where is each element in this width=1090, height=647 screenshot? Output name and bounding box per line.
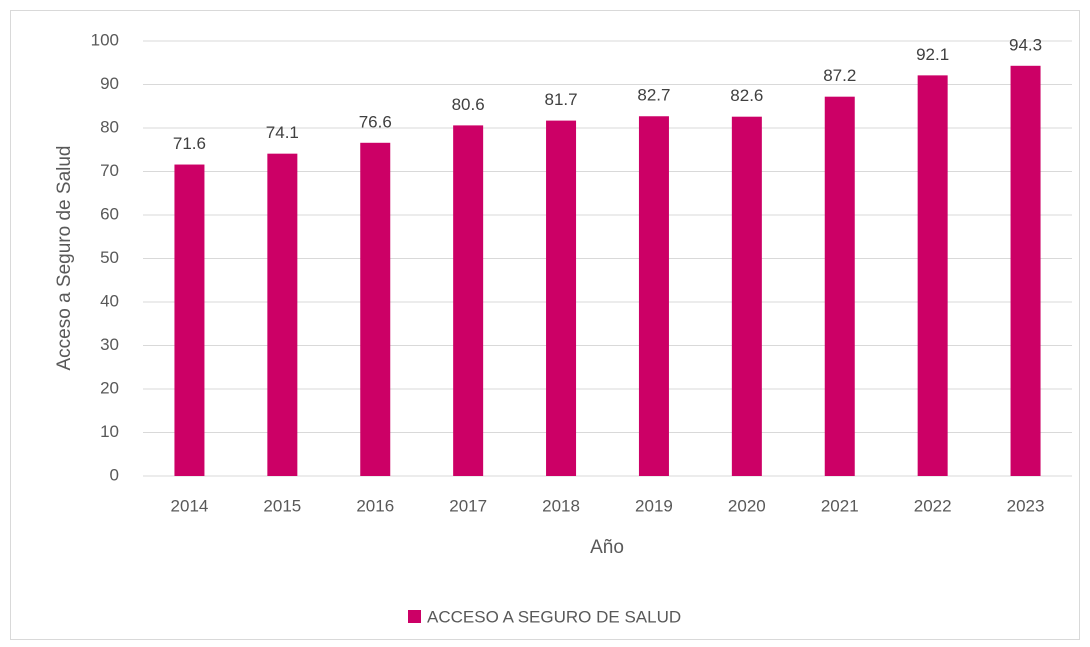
y-tick-label: 80 [100,117,119,136]
bar [1010,65,1041,477]
y-tick-label: 0 [110,465,119,484]
y-tick-label: 50 [100,248,119,267]
data-label: 92.1 [916,45,949,64]
data-label: 94.3 [1009,35,1042,54]
data-label: 74.1 [266,123,299,142]
x-tick-label: 2017 [449,496,487,515]
bar [174,164,205,477]
y-axis-title: Acceso a Seguro de Salud [54,146,75,371]
y-tick-label: 90 [100,74,119,93]
y-tick-label: 30 [100,335,119,354]
bar [267,153,298,477]
x-tick-label: 2021 [821,496,859,515]
x-tick-label: 2016 [356,496,394,515]
x-axis-title: Año [590,537,624,558]
bar [638,116,669,476]
x-tick-label: 2023 [1007,496,1045,515]
data-label: 82.6 [730,86,763,105]
x-tick-label: 2015 [263,496,301,515]
x-tick-label: 2019 [635,496,673,515]
y-tick-label: 40 [100,291,119,310]
data-label: 87.2 [823,66,856,85]
y-tick-label: 70 [100,161,119,180]
legend-label: ACCESO A SEGURO DE SALUD [427,607,681,626]
data-label: 76.6 [359,112,392,131]
bar [360,142,391,477]
x-tick-label: 2014 [171,496,209,515]
x-tick-label: 2018 [542,496,580,515]
bar [917,75,948,477]
data-label: 80.6 [452,95,485,114]
bar [546,120,577,476]
x-tick-label: 2020 [728,496,766,515]
bar [731,116,762,476]
bar [453,125,484,476]
x-tick-label: 2022 [914,496,952,515]
data-label: 82.7 [637,86,670,105]
y-tick-label: 10 [100,422,119,441]
y-tick-label: 100 [91,30,119,49]
y-tick-label: 60 [100,204,119,223]
data-label: 81.7 [545,90,578,109]
y-tick-label: 20 [100,378,119,397]
bar [824,96,855,477]
legend-swatch [408,610,421,623]
data-label: 71.6 [173,134,206,153]
